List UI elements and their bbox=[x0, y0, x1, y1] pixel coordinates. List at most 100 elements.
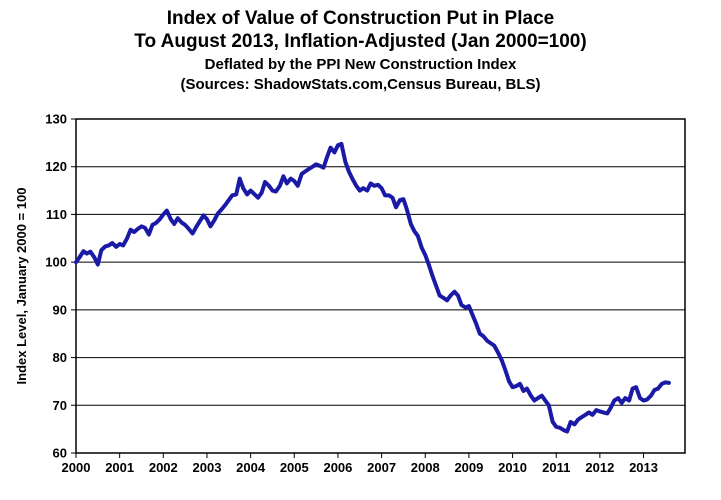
data-point bbox=[660, 382, 664, 386]
data-point bbox=[318, 164, 321, 167]
data-point bbox=[231, 194, 234, 197]
data-point bbox=[307, 167, 310, 171]
data-point bbox=[573, 423, 576, 426]
data-point bbox=[129, 228, 132, 231]
data-point bbox=[143, 226, 147, 229]
y-tick-label: 120 bbox=[45, 159, 67, 174]
data-point bbox=[242, 186, 245, 190]
data-point bbox=[496, 351, 500, 354]
data-point bbox=[224, 203, 227, 207]
data-point bbox=[482, 334, 485, 338]
data-point bbox=[467, 304, 471, 308]
data-point bbox=[216, 212, 220, 215]
data-point bbox=[249, 189, 252, 192]
data-point bbox=[220, 208, 223, 211]
data-point bbox=[267, 184, 271, 187]
data-point bbox=[540, 394, 544, 397]
data-point bbox=[183, 223, 187, 227]
gridlines bbox=[76, 166, 685, 406]
data-point bbox=[191, 232, 194, 235]
data-point bbox=[664, 381, 667, 384]
data-point bbox=[420, 246, 423, 250]
data-point bbox=[453, 290, 456, 293]
chart-subtitle: Deflated by the PPI New Construction Ind… bbox=[204, 56, 517, 73]
data-point bbox=[107, 244, 110, 247]
data-point bbox=[325, 155, 329, 159]
data-point bbox=[74, 260, 78, 264]
data-point bbox=[456, 294, 460, 297]
data-point bbox=[595, 408, 598, 412]
data-point bbox=[209, 225, 212, 228]
data-point bbox=[89, 250, 92, 253]
data-point bbox=[536, 396, 540, 400]
data-point bbox=[409, 222, 413, 226]
data-point bbox=[642, 399, 645, 402]
data-point bbox=[500, 358, 503, 362]
data-point bbox=[380, 186, 383, 190]
data-point bbox=[656, 387, 660, 390]
data-point bbox=[623, 396, 627, 400]
data-point bbox=[245, 193, 249, 196]
data-point bbox=[151, 223, 154, 227]
data-point bbox=[493, 344, 496, 347]
data-point bbox=[613, 399, 616, 402]
data-point bbox=[372, 184, 376, 187]
data-point bbox=[376, 183, 380, 187]
data-point bbox=[121, 244, 125, 247]
y-tick-label: 70 bbox=[53, 398, 67, 413]
data-point bbox=[147, 233, 151, 236]
data-point bbox=[627, 399, 631, 402]
data-point bbox=[438, 294, 441, 297]
data-point bbox=[187, 227, 190, 230]
data-point bbox=[362, 186, 365, 190]
data-point bbox=[544, 399, 547, 402]
data-point bbox=[194, 226, 198, 229]
data-point bbox=[522, 389, 525, 393]
data-point bbox=[394, 206, 398, 209]
data-point bbox=[649, 394, 653, 397]
data-point bbox=[478, 332, 482, 335]
y-tick-label: 110 bbox=[46, 207, 67, 222]
series-points bbox=[74, 142, 671, 433]
chart-title-line-2: To August 2013, Inflation-Adjusted (Jan … bbox=[134, 31, 587, 52]
data-point bbox=[333, 151, 336, 154]
data-point bbox=[205, 218, 209, 221]
data-point bbox=[311, 165, 314, 168]
series-layer bbox=[74, 141, 671, 434]
x-tick-label: 2004 bbox=[236, 460, 266, 475]
data-point bbox=[617, 396, 620, 400]
data-point bbox=[158, 218, 162, 221]
data-point bbox=[529, 394, 533, 397]
data-point bbox=[547, 404, 550, 407]
data-point bbox=[96, 263, 100, 266]
data-point bbox=[293, 179, 296, 183]
data-point bbox=[424, 253, 427, 257]
data-point bbox=[322, 166, 325, 169]
data-point bbox=[282, 175, 285, 178]
data-point bbox=[525, 387, 529, 390]
data-point bbox=[634, 385, 638, 389]
data-point bbox=[78, 256, 81, 259]
data-point bbox=[351, 177, 354, 180]
data-point bbox=[271, 189, 274, 192]
data-point bbox=[85, 252, 89, 255]
data-point bbox=[111, 241, 114, 245]
data-point bbox=[82, 249, 85, 253]
data-point bbox=[391, 196, 394, 199]
data-point bbox=[300, 172, 303, 176]
x-tick-label: 2003 bbox=[193, 460, 222, 475]
data-point bbox=[638, 396, 642, 400]
data-point bbox=[114, 245, 118, 249]
data-point bbox=[154, 221, 158, 225]
y-tick-label: 130 bbox=[45, 112, 67, 127]
data-point bbox=[340, 142, 343, 146]
data-point bbox=[365, 189, 369, 192]
data-point bbox=[256, 196, 260, 199]
data-point bbox=[514, 385, 518, 388]
data-point bbox=[136, 227, 140, 230]
data-point bbox=[511, 385, 514, 389]
data-point bbox=[558, 426, 561, 429]
data-point bbox=[227, 198, 230, 202]
